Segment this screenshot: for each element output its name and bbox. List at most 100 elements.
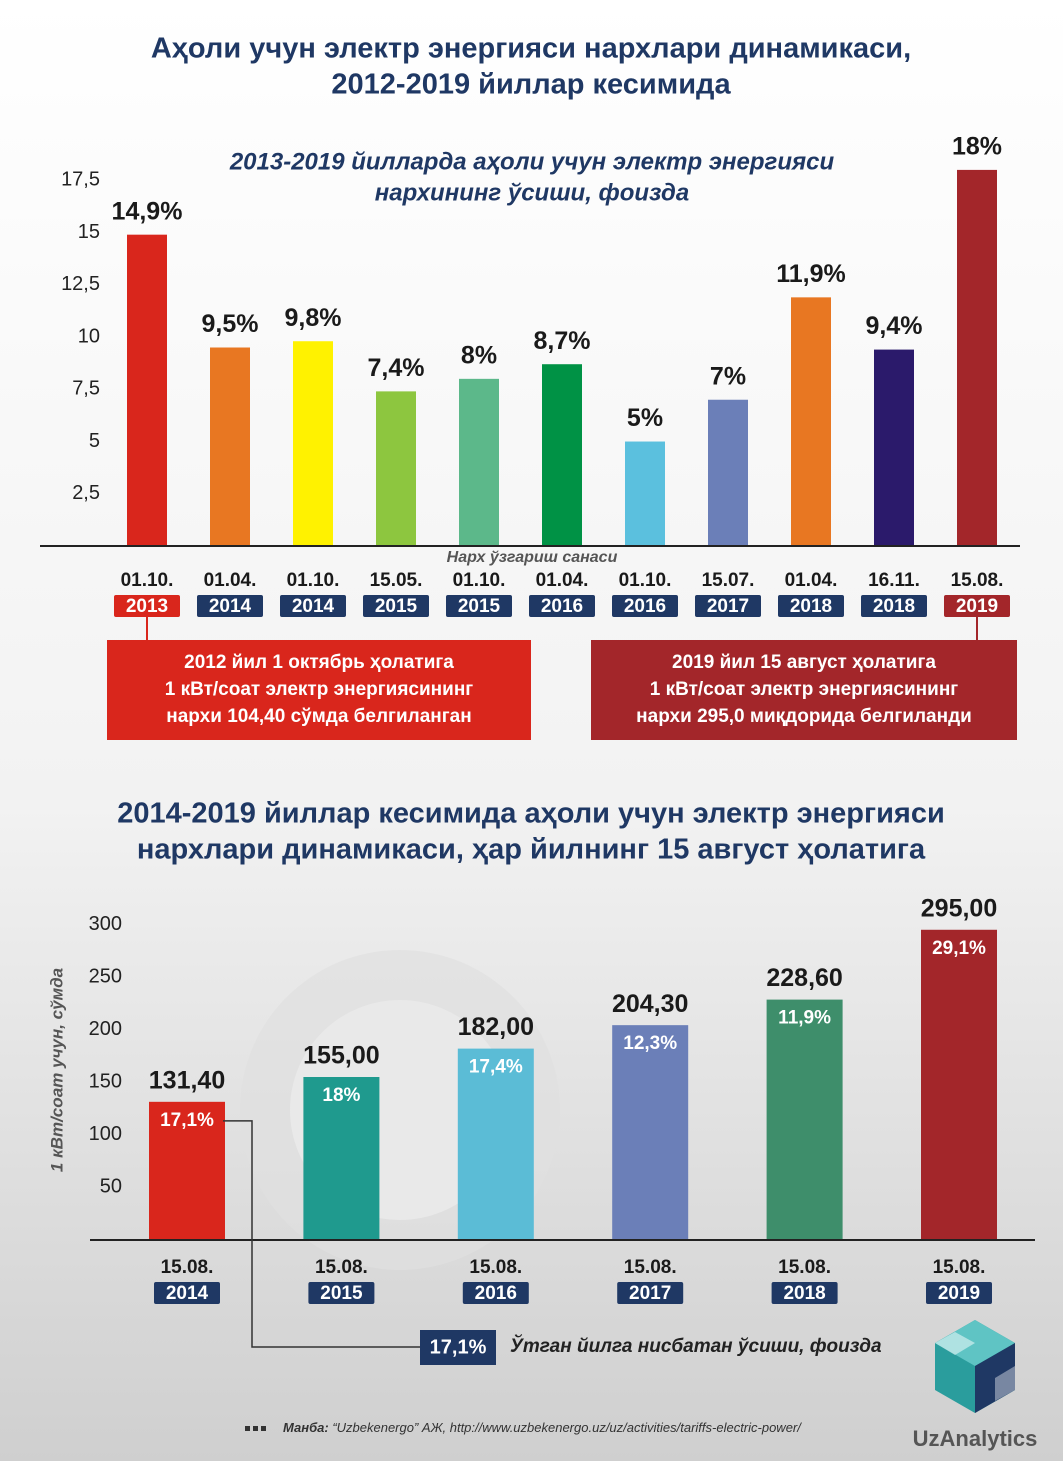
y-tick-label: 150 xyxy=(89,1071,122,1093)
x-tick-label: 01.10. xyxy=(619,570,672,591)
bar xyxy=(542,364,582,546)
y-tick-label: 2,5 xyxy=(72,482,100,504)
x-tick-label: 2018 xyxy=(783,1283,825,1304)
value-label: 8% xyxy=(461,341,497,369)
bar xyxy=(303,1077,380,1240)
x-axis-label: Нарх ўзгариш санаси xyxy=(447,549,618,566)
bar xyxy=(612,1025,689,1240)
x-tick-label: 2015 xyxy=(375,596,418,617)
y-tick-label: 7,5 xyxy=(72,378,100,400)
x-tick-label: 01.04. xyxy=(536,570,589,591)
source-label: Манба: xyxy=(283,1420,329,1435)
year-box xyxy=(617,1282,684,1304)
value-label: 9,5% xyxy=(202,310,259,338)
y-tick-label: 17,5 xyxy=(61,169,100,191)
year-box xyxy=(529,595,595,617)
x-tick-label: 15.05. xyxy=(370,570,423,591)
y-tick-label: 50 xyxy=(100,1176,122,1198)
x-tick-label: 15.08. xyxy=(951,570,1004,591)
value-label: 14,9% xyxy=(112,197,183,225)
value-label: 8,7% xyxy=(534,327,591,355)
growth-label: 18% xyxy=(322,1085,360,1106)
value-label: 204,30 xyxy=(612,990,688,1018)
year-box xyxy=(778,595,844,617)
value-label: 9,4% xyxy=(866,312,923,340)
chart-title: 2014-2019 йиллар кесимида аҳоли учун эле… xyxy=(117,798,945,830)
x-tick-label: 01.04. xyxy=(785,570,838,591)
value-label: 9,8% xyxy=(285,304,342,332)
note-text: 1 кВт/соат электр энергиясининг xyxy=(650,679,959,700)
y-tick-label: 100 xyxy=(89,1123,122,1145)
year-box xyxy=(612,595,678,617)
legend-label: Ўтган йилга нисбатан ўсиши, фоизда xyxy=(510,1335,882,1357)
x-tick-label: 01.10. xyxy=(121,570,174,591)
note-box xyxy=(591,640,1017,740)
bar xyxy=(376,391,416,546)
value-label: 228,60 xyxy=(766,964,842,992)
year-box xyxy=(944,595,1010,617)
bar xyxy=(459,378,499,546)
value-label: 11,9% xyxy=(776,260,846,288)
chart-title: Аҳоли учун электр энергияси нархлари дин… xyxy=(151,33,911,65)
x-tick-label: 2015 xyxy=(320,1283,363,1304)
bullet xyxy=(261,1426,266,1431)
x-tick-label: 2018 xyxy=(873,596,915,617)
x-tick-label: 2016 xyxy=(541,596,583,617)
bar xyxy=(625,441,665,546)
year-box xyxy=(197,595,263,617)
year-box xyxy=(446,595,512,617)
x-tick-label: 2014 xyxy=(166,1283,209,1304)
bar xyxy=(708,399,748,546)
year-box xyxy=(308,1282,375,1304)
note-text: 2012 йил 1 октябрь ҳолатига xyxy=(184,652,454,673)
growth-label: 17,4% xyxy=(469,1057,523,1078)
value-label: 5% xyxy=(627,404,663,432)
year-box xyxy=(280,595,346,617)
value-label: 295,00 xyxy=(921,894,997,922)
x-tick-label: 2019 xyxy=(956,596,998,617)
bar xyxy=(766,999,843,1240)
value-label: 7% xyxy=(710,362,746,390)
legend-connector xyxy=(223,1120,420,1348)
note-text: нархи 104,40 сўмда белгиланган xyxy=(166,706,471,727)
value-label: 7,4% xyxy=(368,354,425,382)
growth-label: 17,1% xyxy=(160,1110,214,1131)
x-tick-label: 2016 xyxy=(624,596,666,617)
bar xyxy=(149,1101,225,1240)
y-axis-label: 1 кВт/соат учун, сўмда xyxy=(47,968,66,1172)
note-text: 1 кВт/соат электр энергиясининг xyxy=(165,679,474,700)
x-tick-label: 15.07. xyxy=(702,570,755,591)
year-box xyxy=(771,1282,838,1304)
bar xyxy=(127,234,167,546)
x-tick-label: 16.11. xyxy=(868,570,920,591)
bullet xyxy=(245,1426,250,1431)
bar xyxy=(210,347,250,546)
note-text: нархи 295,0 миқдорида белгиланди xyxy=(636,706,972,727)
year-box xyxy=(861,595,927,617)
bar xyxy=(957,169,997,547)
x-tick-label: 01.10. xyxy=(453,570,506,591)
year-box xyxy=(695,595,761,617)
legend-swatch-label: 17,1% xyxy=(430,1336,487,1358)
x-tick-label: 15.08. xyxy=(778,1257,831,1278)
logo xyxy=(935,1320,1015,1413)
bullet xyxy=(253,1426,258,1431)
x-tick-label: 2014 xyxy=(292,596,335,617)
growth-label: 11,9% xyxy=(778,1008,831,1029)
year-box xyxy=(114,595,180,617)
year-box xyxy=(926,1282,992,1304)
x-tick-label: 2015 xyxy=(458,596,501,617)
value-label: 182,00 xyxy=(458,1013,534,1041)
growth-label: 29,1% xyxy=(932,938,986,959)
x-tick-label: 2019 xyxy=(938,1283,980,1304)
y-tick-label: 12,5 xyxy=(61,273,100,295)
value-label: 131,40 xyxy=(149,1066,225,1094)
source: Манба: “Uzbekenergo” АЖ, http://www.uzbe… xyxy=(283,1420,802,1435)
x-tick-label: 15.08. xyxy=(624,1257,677,1278)
x-tick-label: 2017 xyxy=(629,1283,671,1304)
x-tick-label: 15.08. xyxy=(161,1257,214,1278)
bar xyxy=(791,297,831,546)
x-tick-label: 01.04. xyxy=(204,570,257,591)
legend-swatch xyxy=(420,1330,496,1365)
